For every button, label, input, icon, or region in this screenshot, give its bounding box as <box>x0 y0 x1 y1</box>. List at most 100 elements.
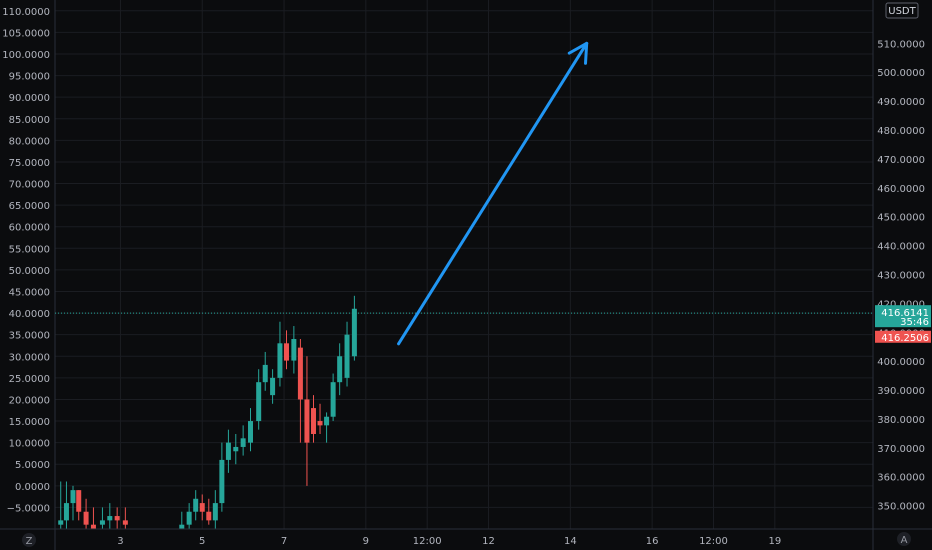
candle <box>256 369 262 430</box>
candle-body <box>70 490 76 504</box>
candle <box>283 330 289 370</box>
previous-price-label[interactable]: 416.2506 <box>875 330 931 344</box>
candle <box>186 503 192 529</box>
left-axis-tick-label: 75.0000 <box>9 158 50 169</box>
candle <box>330 373 336 422</box>
candle-body <box>219 459 225 504</box>
candle-body <box>193 498 199 512</box>
auto-label: A <box>901 535 908 546</box>
currency-badge[interactable]: USDT <box>885 2 919 19</box>
candle <box>114 507 120 529</box>
candle-body <box>344 334 350 378</box>
left-axis-tick-label: 70.0000 <box>9 180 50 191</box>
candle-body <box>206 511 212 521</box>
last-price-value: 416.6141 <box>881 308 929 319</box>
right-axis-tick-label: 450.0000 <box>877 213 925 224</box>
candle-body <box>122 520 128 525</box>
candle <box>70 485 76 521</box>
time-axis-tick-label: 12:00 <box>699 536 728 547</box>
right-axis-tick-label: 360.0000 <box>877 473 925 484</box>
candle <box>262 351 268 391</box>
right-axis-tick-label: 370.0000 <box>877 444 925 455</box>
candlestick-series <box>58 295 357 529</box>
left-axis-tick-label: 40.0000 <box>9 309 50 320</box>
candle-body <box>262 364 268 383</box>
zoom-button[interactable]: Z <box>22 533 36 547</box>
overlay-layer <box>55 41 873 346</box>
previous-price-value: 416.2506 <box>881 333 929 344</box>
left-price-axis[interactable]: 110.0000 105.0000 100.0000 95.0000 90.0000 85… <box>2 0 56 550</box>
candle <box>248 408 254 452</box>
time-axis-tick-label: 7 <box>281 536 287 547</box>
left-axis-tick-label: 35.0000 <box>9 331 50 342</box>
candle <box>63 481 69 529</box>
candle-body <box>324 416 330 426</box>
candle-body <box>291 338 297 361</box>
candle-body <box>179 524 185 529</box>
auto-scale-button[interactable]: A <box>897 532 911 546</box>
candle-body <box>76 490 82 512</box>
right-axis-tick-label: 470.0000 <box>877 155 925 166</box>
right-price-axis[interactable]: 510.0000 500.0000 490.0000 480.0000 470.0000… <box>872 0 931 550</box>
candle <box>122 507 128 529</box>
right-axis-tick-label: 400.0000 <box>877 357 925 368</box>
candle-body <box>248 421 254 443</box>
left-axis-tick-label: 25.0000 <box>9 374 50 385</box>
right-axis-tick-label: 460.0000 <box>877 184 925 195</box>
left-axis-tick-label: 45.0000 <box>9 287 50 298</box>
candle-body <box>297 347 303 400</box>
candle-body <box>186 511 192 525</box>
time-axis[interactable]: 3 5 7 9 12:00 12 14 16 12:00 19 <box>0 528 932 547</box>
zoom-label: Z <box>26 536 33 547</box>
left-axis-tick-label: 65.0000 <box>9 201 50 212</box>
left-axis-tick-label: 60.0000 <box>9 223 50 234</box>
previous-price-background <box>875 330 931 343</box>
candle-body <box>240 438 246 447</box>
candle <box>310 395 316 443</box>
candle <box>304 356 310 486</box>
candle <box>58 481 64 529</box>
right-axis-tick-label: 490.0000 <box>877 97 925 108</box>
candle-body <box>351 308 357 357</box>
right-axis-tick-label: 480.0000 <box>877 126 925 137</box>
candle <box>324 412 330 443</box>
candle-body <box>310 408 316 434</box>
candle <box>240 425 246 456</box>
candle-body <box>277 343 283 378</box>
candle <box>90 507 96 529</box>
left-axis-tick-label: 0.0000 <box>15 482 50 493</box>
candle <box>337 343 343 396</box>
time-axis-tick-label: 19 <box>768 536 781 547</box>
candle <box>76 490 82 521</box>
left-axis-tick-label: 55.0000 <box>9 244 50 255</box>
candle-body <box>270 377 276 396</box>
right-axis-tick-label: 380.0000 <box>877 415 925 426</box>
candle <box>277 321 283 387</box>
candle <box>351 295 357 361</box>
candle <box>270 369 276 404</box>
time-axis-tick-label: 9 <box>363 536 369 547</box>
candle-body <box>304 399 310 443</box>
left-axis-tick-label: 20.0000 <box>9 395 50 406</box>
right-axis-tick-label: 510.0000 <box>877 39 925 50</box>
candle-body <box>337 356 343 383</box>
time-axis-tick-label: 12 <box>482 536 495 547</box>
time-axis-tick-label: 14 <box>564 536 577 547</box>
left-axis-tick-label: 110.0000 <box>2 7 50 18</box>
trend-arrow-shaft <box>397 41 589 346</box>
candle-body <box>233 446 239 452</box>
candle <box>297 338 303 443</box>
candle-body <box>114 516 120 521</box>
candle-body <box>199 503 205 512</box>
left-axis-tick-label: 30.0000 <box>9 352 50 363</box>
time-axis-tick-label: 12:00 <box>413 536 442 547</box>
left-axis-tick-label: −5.0000 <box>7 503 50 514</box>
left-axis-tick-label: 90.0000 <box>9 93 50 104</box>
time-axis-tick-label: 16 <box>646 536 659 547</box>
candle-body <box>256 382 262 422</box>
candle <box>179 511 185 529</box>
candle <box>83 498 89 529</box>
right-axis-tick-label: 390.0000 <box>877 386 925 397</box>
